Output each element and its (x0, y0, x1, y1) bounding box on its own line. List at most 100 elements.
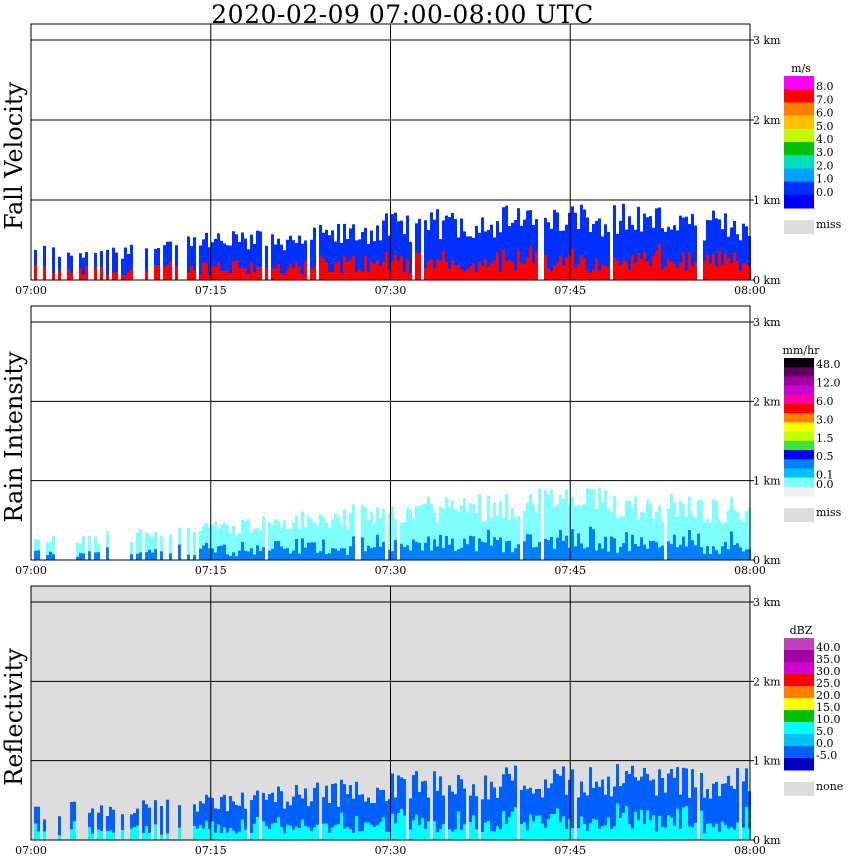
echo-column-low (547, 268, 550, 280)
echo-column-low (67, 268, 70, 280)
echo-column-low (313, 542, 316, 560)
echo-column-low (556, 262, 559, 280)
echo-column-low (436, 259, 439, 280)
colorbar-swatch (784, 394, 814, 405)
echo-column (463, 231, 466, 280)
echo-column-low (595, 550, 598, 560)
echo-column (136, 533, 139, 560)
echo-column-low (364, 822, 367, 840)
echo-column-low (613, 538, 616, 560)
echo-column (229, 245, 232, 280)
echo-column (487, 799, 490, 840)
echo-column (262, 516, 265, 560)
echo-column (301, 243, 304, 280)
echo-column (550, 228, 553, 280)
echo-column (307, 515, 310, 560)
colorbar-swatch (784, 722, 814, 735)
echo-column-low (493, 537, 496, 560)
echo-column-low (589, 272, 592, 280)
echo-column (613, 786, 616, 840)
y-tick-label: 2 km (753, 675, 781, 688)
echo-column (628, 773, 631, 840)
echo-column (535, 789, 538, 840)
colorbar-swatch (784, 367, 814, 377)
echo-column (73, 801, 76, 840)
colorbar-swatch (784, 155, 814, 169)
echo-column (214, 238, 217, 280)
echo-column (271, 234, 274, 280)
echo-column-low (739, 547, 742, 560)
echo-column (499, 786, 502, 840)
echo-column (250, 532, 253, 560)
echo-column (376, 225, 379, 280)
echo-column (193, 532, 196, 560)
colorbar-swatch (784, 358, 814, 368)
echo-column (691, 213, 694, 280)
colorbar-label: 6.0 (816, 107, 834, 120)
echo-column-low (100, 267, 103, 280)
echo-column (550, 783, 553, 840)
colorbar-label: 48.0 (816, 358, 841, 371)
echo-column (496, 515, 499, 560)
colorbar-unit: m/s (791, 62, 811, 75)
echo-column-low (682, 252, 685, 280)
echo-column-low (703, 260, 706, 280)
echo-column-low (535, 546, 538, 560)
echo-column-low (304, 547, 307, 560)
echo-column-low (397, 260, 400, 280)
echo-column-low (160, 551, 163, 560)
echo-column-low (709, 823, 712, 840)
echo-column-low (229, 273, 232, 280)
echo-column (670, 769, 673, 840)
echo-column (394, 797, 397, 840)
echo-column (574, 212, 577, 280)
echo-column-low (373, 263, 376, 280)
echo-column (700, 772, 703, 840)
colorbar-swatch (784, 142, 814, 156)
echo-column (367, 243, 370, 280)
echo-column (310, 519, 313, 560)
panel-frame (30, 23, 751, 281)
echo-column (646, 217, 649, 280)
echo-column (211, 797, 214, 840)
echo-column (130, 541, 133, 560)
echo-column (91, 808, 94, 840)
echo-column (523, 785, 526, 840)
echo-column (145, 248, 148, 280)
echo-column (505, 205, 508, 280)
echo-column-low (343, 828, 346, 840)
echo-column (745, 511, 748, 560)
colorbar-miss-swatch (784, 508, 814, 522)
x-tick-label: 07:00 (15, 844, 47, 857)
echo-column-low (106, 274, 109, 280)
echo-column-low (214, 266, 217, 280)
echo-column (520, 225, 523, 280)
echo-column (622, 516, 625, 560)
echo-column (670, 229, 673, 280)
echo-column (205, 232, 208, 280)
echo-column (370, 230, 373, 280)
echo-column (496, 798, 499, 840)
y-tick-label: 0 km (753, 834, 781, 847)
echo-column-low (130, 828, 133, 840)
x-tick-label: 07:30 (375, 844, 407, 857)
colorbar-label: 6.0 (816, 395, 834, 408)
echo-column-low (565, 535, 568, 560)
echo-column-low (313, 827, 316, 840)
echo-column (34, 539, 37, 560)
echo-column-low (388, 550, 391, 560)
echo-column-low (34, 265, 37, 280)
echo-column (457, 775, 460, 840)
echo-column (631, 224, 634, 280)
echo-column-low (610, 536, 613, 560)
echo-column (592, 223, 595, 280)
echo-column (238, 533, 241, 560)
echo-column-low (265, 267, 268, 280)
echo-column-low (43, 831, 46, 840)
echo-column (682, 217, 685, 280)
echo-column-low (280, 273, 283, 280)
echo-column (508, 519, 511, 560)
x-tick-label: 07:00 (15, 564, 47, 577)
echo-column (682, 767, 685, 840)
echo-column-low (553, 265, 556, 280)
